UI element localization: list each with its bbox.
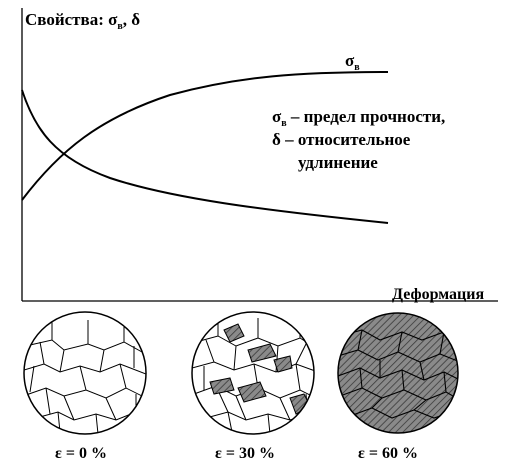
legend-line-1: σв – предел прочности, — [272, 107, 445, 129]
x-axis-label: Деформация — [392, 286, 484, 303]
micrograph-30-percent — [191, 311, 315, 435]
legend-line-3: удлинение — [298, 153, 378, 172]
micrograph-label-0: ε = 0 % — [55, 445, 107, 462]
y-axis-label: Свойства: σв, δ — [25, 10, 140, 32]
sigma-b-curve-label: σв — [345, 51, 360, 73]
sigma-b-curve — [21, 71, 389, 201]
micrograph-label-60: ε = 60 % — [358, 445, 418, 462]
micrograph-label-30: ε = 30 % — [215, 445, 275, 462]
delta-curve — [21, 89, 389, 224]
micrograph-60-percent — [337, 312, 459, 434]
micrograph-0-percent — [23, 311, 147, 435]
legend-line-2: δ – относительное — [272, 130, 411, 149]
